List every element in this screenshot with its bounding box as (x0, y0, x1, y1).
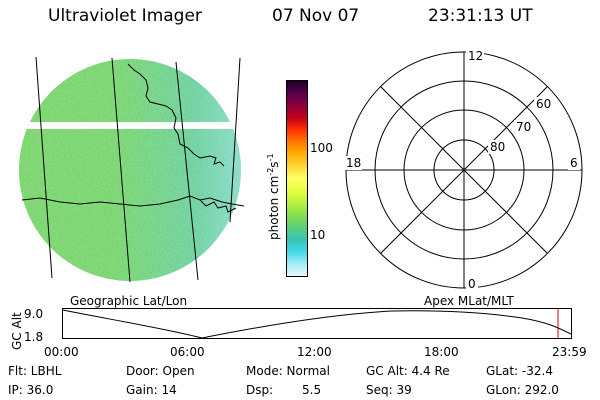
geographic-image (19, 56, 245, 283)
status-dsp-value: 5.5 (302, 383, 322, 397)
status-dsp-label: Dsp: (246, 383, 274, 397)
polar-grid: 12 18 6 0 60 70 80 (344, 48, 583, 291)
mlat-80-label: 80 (490, 140, 505, 154)
status-glat: GLat: -32.4 (486, 364, 553, 378)
status-seq: Seq: 39 (366, 383, 412, 397)
timeline-tick-2359: 23:59 (552, 345, 587, 359)
altitude-curve (62, 309, 572, 339)
mlt-18-label: 18 (346, 156, 361, 170)
mlt-12-label: 12 (468, 49, 483, 63)
timeline-tick-0600: 06:00 (170, 345, 205, 359)
status-gc-alt: GC Alt: 4.4 Re (366, 364, 450, 378)
mlat-60-label: 60 (536, 97, 551, 111)
colorbar-tick-100: 100 (310, 141, 333, 155)
colorbar (286, 80, 308, 277)
date-label: 07 Nov 07 (272, 6, 360, 26)
timeline-ymax: 9.0 (24, 307, 44, 321)
colorbar-tick-10: 10 (310, 228, 326, 242)
coastline (21, 63, 245, 213)
timeline-ymin: 1.8 (24, 330, 44, 344)
timeline-tick-1200: 12:00 (297, 345, 332, 359)
status-gain: Gain: 14 (126, 383, 177, 397)
colorbar-unit-label: photon cm-2s-1 (266, 153, 281, 240)
polar-diagonal-2 (380, 86, 548, 254)
status-glon: GLon: 292.0 (486, 383, 559, 397)
meridian-lines (35, 56, 241, 283)
timeline-tick-0000: 00:00 (44, 345, 79, 359)
status-door: Door: Open (126, 364, 195, 378)
app-title: Ultraviolet Imager (48, 6, 202, 26)
apex-label: Apex MLat/MLT (424, 294, 514, 308)
orbit-altitude-plot (62, 308, 572, 339)
timeline-tick-1800: 18:00 (424, 345, 459, 359)
status-ip: IP: 36.0 (8, 383, 54, 397)
data-gap-band (19, 122, 241, 129)
timeline-ylabel: GC Alt (10, 312, 24, 350)
mlt-0-label: 0 (468, 277, 476, 291)
mlt-6-label: 6 (570, 156, 578, 170)
geographic-label: Geographic Lat/Lon (70, 294, 188, 308)
status-mode: Mode: Normal (246, 364, 330, 378)
mlat-70-label: 70 (516, 120, 531, 134)
globe-disk (19, 59, 241, 281)
status-filter: Flt: LBHL (8, 364, 62, 378)
time-label: 23:31:13 UT (428, 6, 533, 26)
